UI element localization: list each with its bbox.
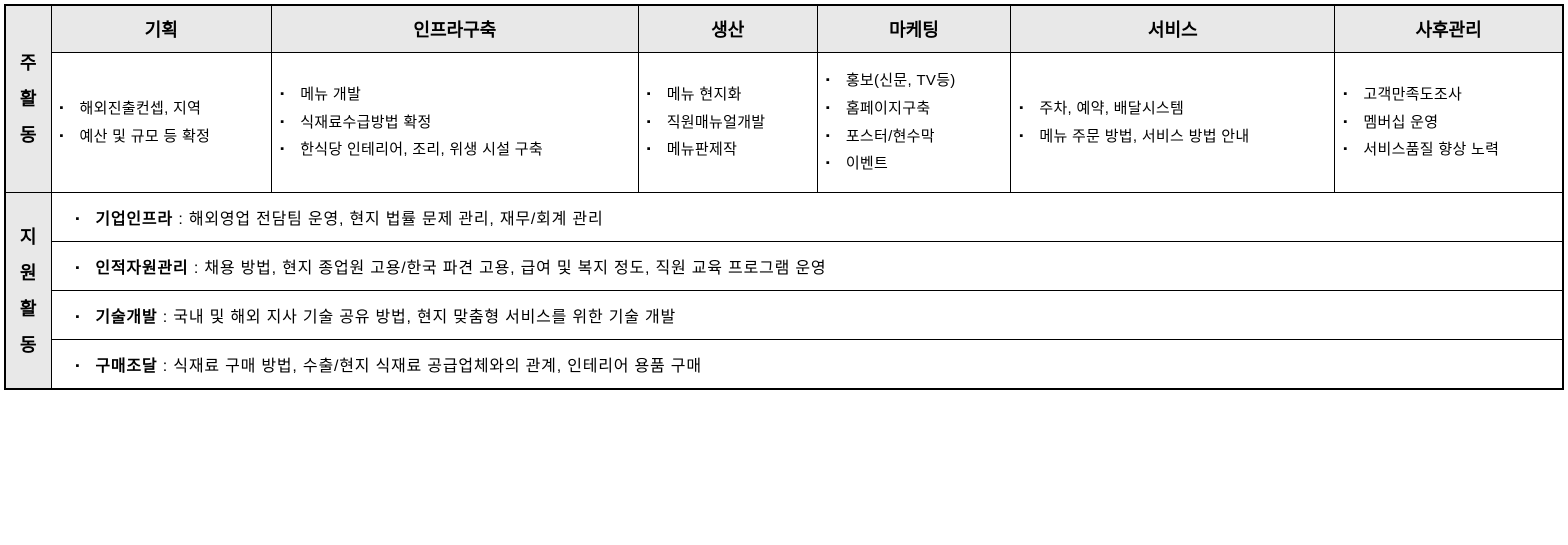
support-row-label: 지 원 활 동 xyxy=(5,193,51,390)
support-cell: ▪ 기술개발 : 국내 및 해외 지사 기술 공유 방법, 현지 맞춤형 서비스… xyxy=(51,291,1563,340)
support-desc: 국내 및 해외 지사 기술 공유 방법, 현지 맞춤형 서비스를 위한 기술 개… xyxy=(173,309,676,326)
list-item: 고객만족도조사 xyxy=(1359,81,1552,109)
colon: : xyxy=(163,358,174,375)
colon: : xyxy=(194,260,205,277)
col-header: 인프라구축 xyxy=(272,5,639,53)
list-item: 식재료수급방법 확정 xyxy=(296,109,628,137)
support-label: 구매조달 xyxy=(95,358,157,375)
col-header: 마케팅 xyxy=(817,5,1011,53)
col-header: 서비스 xyxy=(1011,5,1335,53)
bullet-icon: ▪ xyxy=(76,213,81,225)
col-header: 사후관리 xyxy=(1335,5,1563,53)
value-chain-table: 주 활 동 기획 인프라구축 생산 마케팅 서비스 사후관리 해외진출컨셉, 지… xyxy=(4,4,1564,390)
col-header: 생산 xyxy=(638,5,817,53)
support-label: 기업인프라 xyxy=(95,211,173,228)
list-item: 주차, 예약, 배달시스템 xyxy=(1035,95,1324,123)
primary-cell: 해외진출컨셉, 지역 예산 및 규모 등 확정 xyxy=(51,53,272,193)
list-item: 해외진출컨셉, 지역 xyxy=(76,95,262,123)
support-desc: 식재료 구매 방법, 수출/현지 식재료 공급업체와의 관계, 인테리어 용품 … xyxy=(173,358,702,375)
list-item: 서비스품질 향상 노력 xyxy=(1359,136,1552,164)
list-item: 예산 및 규모 등 확정 xyxy=(76,123,262,151)
support-desc: 채용 방법, 현지 종업원 고용/한국 파견 고용, 급여 및 복지 정도, 직… xyxy=(204,260,826,277)
support-row: ▪ 기술개발 : 국내 및 해외 지사 기술 공유 방법, 현지 맞춤형 서비스… xyxy=(5,291,1563,340)
primary-cell: 고객만족도조사 멤버십 운영 서비스품질 향상 노력 xyxy=(1335,53,1563,193)
colon: : xyxy=(163,309,174,326)
support-cell: ▪ 구매조달 : 식재료 구매 방법, 수출/현지 식재료 공급업체와의 관계,… xyxy=(51,340,1563,390)
primary-cell: 홍보(신문, TV등) 홈페이지구축 포스터/현수막 이벤트 xyxy=(817,53,1011,193)
support-cell: ▪ 기업인프라 : 해외영업 전담팀 운영, 현지 법률 문제 관리, 재무/회… xyxy=(51,193,1563,242)
bullet-icon: ▪ xyxy=(76,311,81,323)
list-item: 한식당 인테리어, 조리, 위생 시설 구축 xyxy=(296,136,628,164)
support-label: 인적자원관리 xyxy=(95,260,188,277)
primary-row-label: 주 활 동 xyxy=(5,5,51,193)
support-cell: ▪ 인적자원관리 : 채용 방법, 현지 종업원 고용/한국 파견 고용, 급여… xyxy=(51,242,1563,291)
support-label: 기술개발 xyxy=(95,309,157,326)
support-row: ▪ 구매조달 : 식재료 구매 방법, 수출/현지 식재료 공급업체와의 관계,… xyxy=(5,340,1563,390)
primary-header-row: 주 활 동 기획 인프라구축 생산 마케팅 서비스 사후관리 xyxy=(5,5,1563,53)
support-row: ▪ 인적자원관리 : 채용 방법, 현지 종업원 고용/한국 파견 고용, 급여… xyxy=(5,242,1563,291)
bullet-icon: ▪ xyxy=(76,360,81,372)
list-item: 직원매뉴얼개발 xyxy=(663,109,807,137)
bullet-icon: ▪ xyxy=(76,262,81,274)
primary-cell: 메뉴 현지화 직원매뉴얼개발 메뉴판제작 xyxy=(638,53,817,193)
list-item: 이벤트 xyxy=(842,150,1001,178)
list-item: 멤버십 운영 xyxy=(1359,109,1552,137)
list-item: 홈페이지구축 xyxy=(842,95,1001,123)
colon: : xyxy=(178,211,189,228)
list-item: 메뉴판제작 xyxy=(663,136,807,164)
primary-cell: 메뉴 개발 식재료수급방법 확정 한식당 인테리어, 조리, 위생 시설 구축 xyxy=(272,53,639,193)
support-desc: 해외영업 전담팀 운영, 현지 법률 문제 관리, 재무/회계 관리 xyxy=(189,211,604,228)
primary-content-row: 해외진출컨셉, 지역 예산 및 규모 등 확정 메뉴 개발 식재료수급방법 확정… xyxy=(5,53,1563,193)
list-item: 홍보(신문, TV등) xyxy=(842,67,1001,95)
list-item: 메뉴 현지화 xyxy=(663,81,807,109)
list-item: 메뉴 주문 방법, 서비스 방법 안내 xyxy=(1035,123,1324,151)
col-header: 기획 xyxy=(51,5,272,53)
support-row: 지 원 활 동 ▪ 기업인프라 : 해외영업 전담팀 운영, 현지 법률 문제 … xyxy=(5,193,1563,242)
list-item: 포스터/현수막 xyxy=(842,123,1001,151)
primary-cell: 주차, 예약, 배달시스템 메뉴 주문 방법, 서비스 방법 안내 xyxy=(1011,53,1335,193)
list-item: 메뉴 개발 xyxy=(296,81,628,109)
